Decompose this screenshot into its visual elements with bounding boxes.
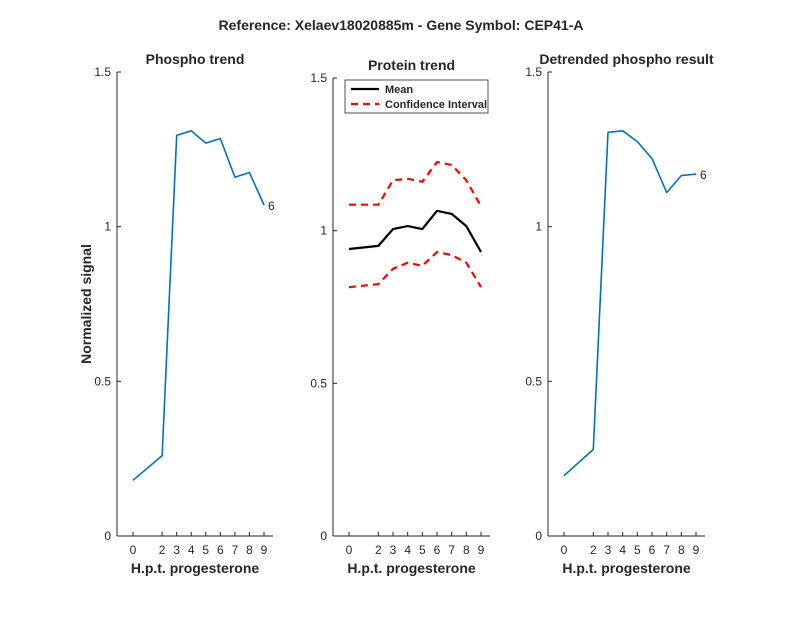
x-axis-label: H.p.t. progesterone xyxy=(131,560,260,576)
x-tick-label: 8 xyxy=(678,543,685,557)
x-tick-label: 2 xyxy=(159,543,166,557)
y-tick-label: 1 xyxy=(104,220,111,234)
y-tick-label: 0.5 xyxy=(94,374,111,388)
legend-label: Confidence Interval xyxy=(385,99,487,111)
x-tick-label: 4 xyxy=(404,543,411,557)
x-tick-label: 0 xyxy=(561,543,568,557)
x-tick-label: 6 xyxy=(434,543,441,557)
x-tick-label: 5 xyxy=(634,543,641,557)
x-tick-label: 4 xyxy=(188,543,195,557)
x-tick-label: 3 xyxy=(390,543,397,557)
x-tick-label: 8 xyxy=(246,543,253,557)
x-tick-label: 3 xyxy=(173,543,180,557)
panel-2: 0 0.5 1 1.5 0 2 3 4 5 6 7 8 9 Protein trend H.p.t. pro… xyxy=(310,57,490,576)
x-tick-label: 5 xyxy=(419,543,426,557)
x-tick-label: 5 xyxy=(202,543,209,557)
x-axis-label: H.p.t. progesterone xyxy=(347,560,476,576)
series-line xyxy=(132,130,265,481)
x-tick-label: 9 xyxy=(261,543,268,557)
x-tick-label: 7 xyxy=(232,543,239,557)
y-tick-label: 1.5 xyxy=(525,65,542,79)
y-tick-label: 0 xyxy=(320,529,327,543)
legend-box xyxy=(344,79,489,114)
x-tick-label: 6 xyxy=(649,543,656,557)
y-tick-label: 0.5 xyxy=(310,376,327,390)
x-tick-label: 3 xyxy=(605,543,612,557)
y-tick-label: 1.5 xyxy=(94,65,111,79)
y-tick-label: 1 xyxy=(535,220,542,234)
x-axis-label: H.p.t. progesterone xyxy=(562,560,691,576)
y-tick-label: 0.5 xyxy=(525,374,542,388)
x-tick-label: 4 xyxy=(619,543,626,557)
panel-title: Detrended phospho result xyxy=(539,51,714,67)
x-tick-label: 9 xyxy=(693,543,700,557)
x-tick-label: 0 xyxy=(130,543,137,557)
panel-title: Protein trend xyxy=(368,57,455,73)
series-line-confidence-interval xyxy=(348,250,482,289)
x-tick-label: 0 xyxy=(346,543,353,557)
panel-title: Phospho trend xyxy=(146,51,245,67)
x-tick-label: 2 xyxy=(590,543,597,557)
y-axis-label: Normalized signal xyxy=(78,244,94,364)
series-line-mean xyxy=(348,209,482,253)
legend: Mean Confidence Interval xyxy=(344,79,489,114)
series-line-confidence-interval xyxy=(349,160,482,207)
x-tick-label: 7 xyxy=(663,543,670,557)
series-end-label: 6 xyxy=(700,168,707,182)
x-tick-label: 6 xyxy=(217,543,224,557)
legend-label: Mean xyxy=(385,84,413,96)
series-line xyxy=(563,130,697,477)
y-tick-label: 0 xyxy=(104,529,111,543)
y-tick-label: 0 xyxy=(535,529,542,543)
x-tick-label: 9 xyxy=(478,543,485,557)
x-tick-label: 2 xyxy=(375,543,382,557)
series-end-label: 6 xyxy=(268,199,275,213)
x-tick-label: 7 xyxy=(448,543,455,557)
y-tick-label: 1.5 xyxy=(310,71,327,85)
figure-title: Reference: Xelaev18020885m - Gene Symbol… xyxy=(219,17,584,33)
y-tick-label: 1 xyxy=(320,224,327,238)
x-tick-label: 8 xyxy=(463,543,470,557)
